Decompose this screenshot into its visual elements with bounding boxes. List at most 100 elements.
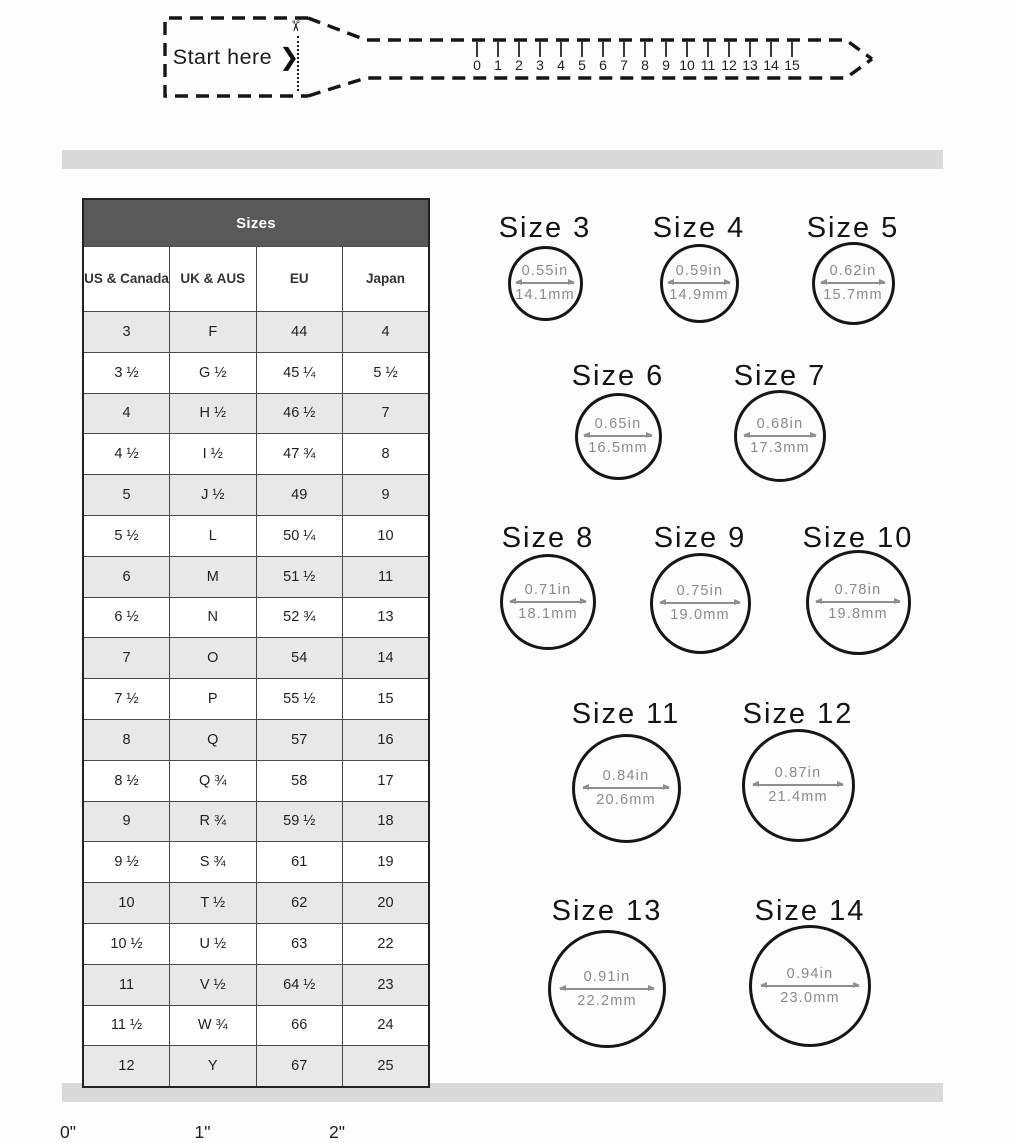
ruler-tick-label: 0 xyxy=(473,57,481,73)
table-cell: F xyxy=(169,311,257,353)
table-row: 7 O 54 14 xyxy=(82,637,430,680)
ring-diameter-inches: 0.59in xyxy=(675,262,723,279)
ring-size-title: Size 14 xyxy=(754,895,866,927)
ruler-tick xyxy=(602,41,604,57)
ruler-tick-label: 10 xyxy=(679,57,695,73)
table-cell: 7 xyxy=(342,392,430,435)
ring-diameter-inches: 0.68in xyxy=(756,415,804,432)
ring-size-title: Size 4 xyxy=(652,212,746,244)
table-cell: Q xyxy=(169,718,257,761)
table-cell: G ½ xyxy=(169,351,257,394)
table-cell: N xyxy=(169,596,257,639)
table-cell: 25 xyxy=(342,1045,430,1088)
ring-size-title: Size 10 xyxy=(802,522,914,554)
table-cell: Y xyxy=(169,1045,257,1088)
ring-size-3: Size 3 0.55in 14.1mm xyxy=(453,212,637,321)
ruler-tick-label: 14 xyxy=(763,57,779,73)
table-cell: 5 xyxy=(82,474,170,516)
ring-size-title: Size 12 xyxy=(742,698,854,730)
ring-size-6: Size 6 0.65in 16.5mm xyxy=(526,360,710,480)
ruler-tick-label: 15 xyxy=(784,57,800,73)
table-cell: 11 ½ xyxy=(82,1004,170,1047)
ring-diameter-mm: 19.8mm xyxy=(828,605,888,622)
ruler-tick xyxy=(791,41,793,57)
table-cell: 8 ½ xyxy=(82,759,170,802)
table-cell: O xyxy=(169,637,257,680)
diameter-arrow-icon xyxy=(819,280,886,285)
table-cell: 11 xyxy=(342,555,430,598)
table-cell: H ½ xyxy=(169,392,257,435)
ring-diameter-mm: 21.4mm xyxy=(768,788,828,805)
table-title: Sizes xyxy=(82,198,430,247)
ring-diameter-inches: 0.91in xyxy=(583,968,631,985)
ring-diameter-mm: 20.6mm xyxy=(596,791,656,808)
table-cell: 9 ½ xyxy=(82,841,170,884)
ruler-tick-label: 8 xyxy=(641,57,649,73)
ring-diameter-mm: 16.5mm xyxy=(588,439,648,456)
ring-circle: 0.62in 15.7mm xyxy=(811,241,895,325)
table-cell: 19 xyxy=(342,841,430,884)
diameter-arrow-icon xyxy=(659,600,741,605)
table-row: 11 V ½ 64 ½ 23 xyxy=(82,963,430,1006)
ruler-tick xyxy=(497,41,499,57)
table-cell: 7 xyxy=(82,637,170,680)
inch-label: 1" xyxy=(194,1122,211,1142)
ring-circle: 0.75in 19.0mm xyxy=(649,552,751,654)
table-cell: T ½ xyxy=(169,882,257,924)
ruler-tick-label: 2 xyxy=(515,57,523,73)
table-cell: 62 xyxy=(255,882,343,924)
ruler-tick xyxy=(770,41,772,57)
table-row: 8 Q 57 16 xyxy=(82,718,430,761)
table-cell: 22 xyxy=(342,922,430,965)
table-row: 10 T ½ 62 20 xyxy=(82,882,430,924)
ring-size-title: Size 3 xyxy=(498,212,592,244)
table-cell: 44 xyxy=(255,311,343,353)
divider-bar xyxy=(62,150,943,169)
ring-size-title: Size 7 xyxy=(733,360,827,392)
table-cell: 9 xyxy=(82,800,170,843)
ring-size-title: Size 13 xyxy=(551,895,663,927)
table-cell: 10 xyxy=(342,514,430,557)
inch-label: 2" xyxy=(329,1122,345,1142)
diameter-arrow-icon xyxy=(558,986,656,991)
ring-diameter-inches: 0.71in xyxy=(524,581,572,598)
table-cell: 3 xyxy=(82,311,170,353)
ring-diameter-mm: 14.1mm xyxy=(515,286,575,303)
ring-diameter-inches: 0.84in xyxy=(602,767,650,784)
table-row: 12 Y 67 25 xyxy=(82,1045,430,1088)
table-cell: 45 ¼ xyxy=(255,351,343,394)
ring-size-9: Size 9 0.75in 19.0mm xyxy=(608,522,792,654)
table-cell: 12 xyxy=(82,1045,170,1088)
diameter-arrow-icon xyxy=(582,433,654,438)
column-header: EU xyxy=(255,246,343,312)
diameter-arrow-icon xyxy=(509,599,587,604)
diameter-arrow-icon xyxy=(742,433,818,438)
ruler-tick-label: 12 xyxy=(721,57,737,73)
ring-diameter-mm: 19.0mm xyxy=(670,606,730,623)
table-cell: 5 ½ xyxy=(342,351,430,394)
ring-circle: 0.91in 22.2mm xyxy=(548,930,666,1048)
ring-diameter-inches: 0.94in xyxy=(786,965,834,982)
ring-size-8: Size 8 0.71in 18.1mm xyxy=(456,522,640,650)
table-cell: 9 xyxy=(342,474,430,516)
diameter-arrow-icon xyxy=(760,983,861,988)
ring-size-5: Size 5 0.62in 15.7mm xyxy=(761,212,945,325)
ring-diameter-mm: 22.2mm xyxy=(577,992,637,1009)
table-cell: 54 xyxy=(255,637,343,680)
ring-circle: 0.84in 20.6mm xyxy=(571,733,681,843)
size-conversion-table: Sizes US & Canada UK & AUS EU Japan 3 F 44 4 3 … xyxy=(82,198,430,1089)
ruler-tick xyxy=(707,41,709,57)
table-row: 5 ½ L 50 ¼ 10 xyxy=(82,514,430,557)
table-cell: 17 xyxy=(342,759,430,802)
ring-size-11: Size 11 0.84in 20.6mm xyxy=(534,698,718,843)
table-cell: P xyxy=(169,678,257,720)
table-cell: L xyxy=(169,514,257,557)
diameter-arrow-icon xyxy=(515,280,575,285)
ruler-tick xyxy=(560,41,562,57)
